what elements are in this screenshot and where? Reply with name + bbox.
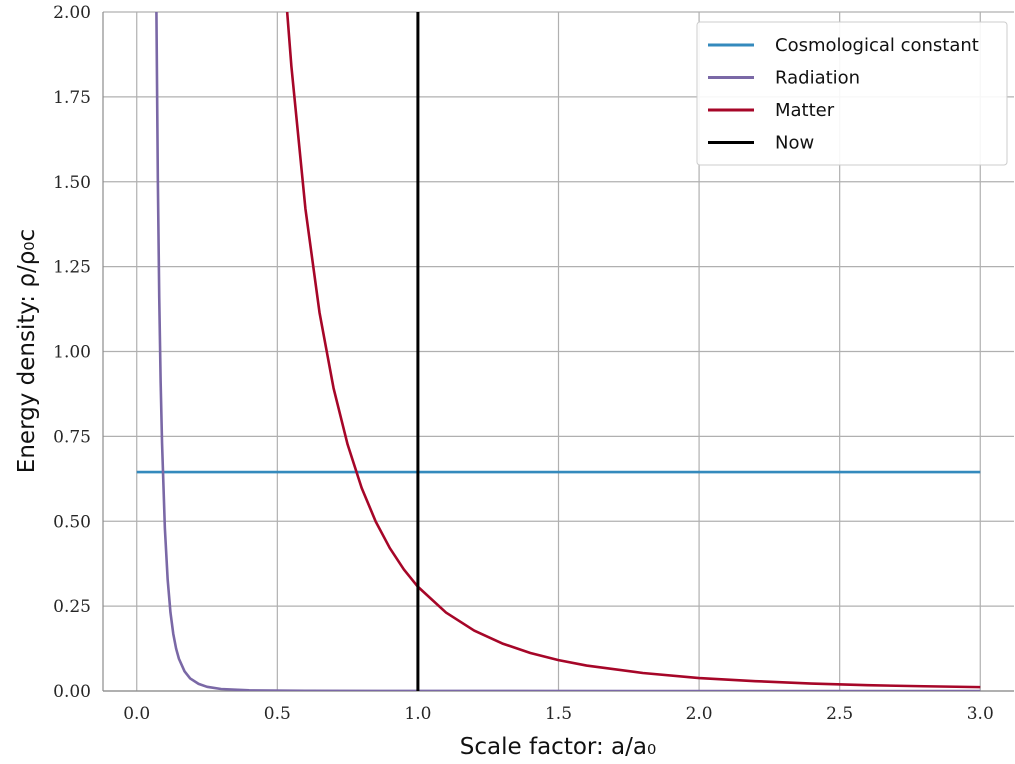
y-tick-label: 1.25 xyxy=(53,258,91,278)
legend: Cosmological constant Radiation Matter Now xyxy=(696,21,1008,166)
series-line-radiation xyxy=(155,12,981,691)
x-tick-label: 0.5 xyxy=(264,704,291,724)
y-tick-label: 1.00 xyxy=(53,343,91,363)
x-tick-label: 3.0 xyxy=(967,704,994,724)
series-line-matter xyxy=(285,12,981,689)
legend-label-now: Now xyxy=(775,133,814,154)
y-tick-label: 2.00 xyxy=(53,3,91,23)
x-axis-label: Scale factor: a/a₀ xyxy=(460,734,656,760)
y-tick-label: 0.75 xyxy=(53,427,91,447)
legend-box xyxy=(696,21,1008,166)
x-tick-label: 1.0 xyxy=(404,704,431,724)
legend-label-cosmological-constant: Cosmological constant xyxy=(775,35,979,56)
y-tick-label: 1.75 xyxy=(53,88,91,108)
x-tick-label: 2.0 xyxy=(686,704,713,724)
legend-label-radiation: Radiation xyxy=(775,68,860,89)
legend-items: Cosmological constant Radiation Matter Now xyxy=(708,35,979,154)
x-tick-label: 2.5 xyxy=(826,704,853,724)
y-axis-label: Energy density: ρ/ρ₀c xyxy=(14,229,40,473)
series-lines xyxy=(136,12,981,691)
y-tick-label: 0.00 xyxy=(53,682,91,702)
legend-label-matter: Matter xyxy=(775,100,835,121)
x-tick-label: 0.0 xyxy=(123,704,150,724)
y-tick-label: 0.25 xyxy=(53,597,91,617)
y-tick-label: 1.50 xyxy=(53,173,91,193)
x-tick-label: 1.5 xyxy=(545,704,572,724)
y-tick-labels: 0.00 0.25 0.50 0.75 1.00 1.25 1.50 1.75 2.00 xyxy=(53,3,91,702)
y-tick-label: 0.50 xyxy=(53,512,91,532)
x-tick-labels: 0.0 0.5 1.0 1.5 2.0 2.5 3.0 xyxy=(123,704,994,724)
